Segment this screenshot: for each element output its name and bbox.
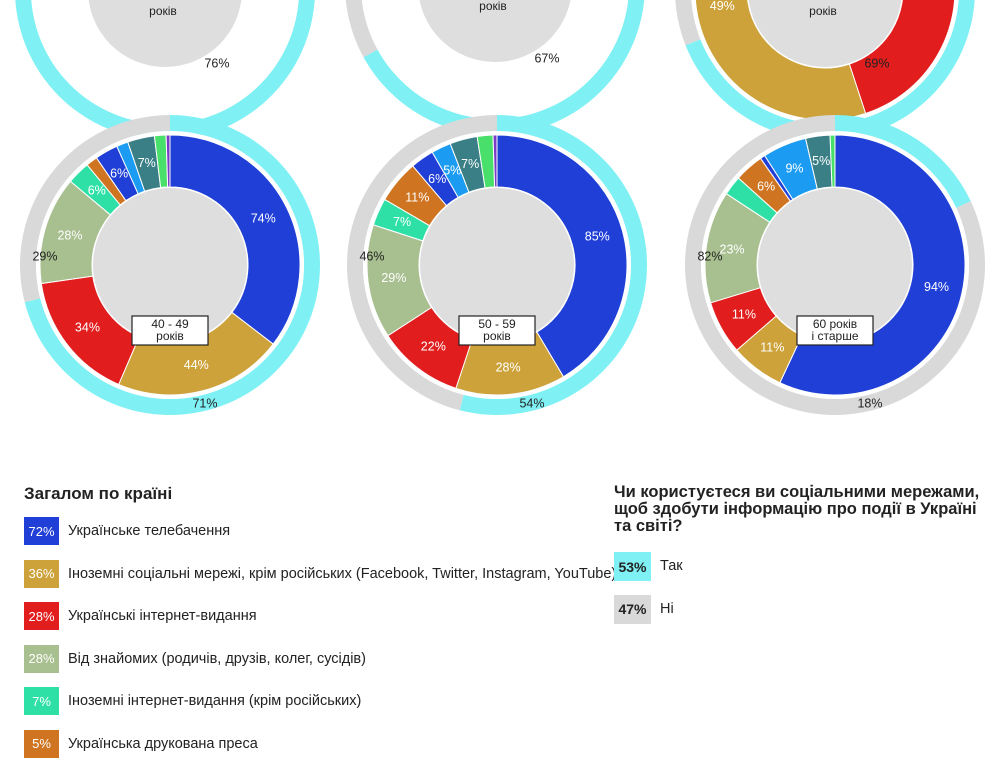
answer-yes-pct: 53% [614,552,651,581]
legend-swatch-ua-internet: 28% [24,602,59,630]
legend-label-foreign-internet: Іноземні інтернет-видання (крім російськ… [68,687,361,715]
slice-label: 7% [393,215,411,229]
slice-label: 5% [443,163,461,177]
answer-no-pct: 47% [614,595,651,624]
legend-swatch-acquaintances: 28% [24,645,59,673]
slice-label: 22% [421,340,446,354]
donut-1 [345,0,645,135]
slice-label: 44% [184,358,209,372]
slice-label: 5% [812,154,830,168]
outer-yes-label: 18% [857,396,882,410]
slice-label: 7% [461,157,479,171]
age-label-line2: років [479,0,507,13]
age-label-line2: років [809,4,837,18]
slice-label: 23% [720,242,745,256]
slice-label: 74% [251,211,276,225]
slice-label: 51% [152,86,177,100]
outer-yes-label: 76% [204,56,229,70]
slice-label: 38% [482,81,507,95]
answer-yes: 53% Так [614,552,683,595]
slice-label: 6% [757,179,775,193]
legend-item-foreign-internet: 7% Іноземні інтернет-видання (крім росій… [24,687,616,730]
slice-label: 28% [496,361,521,375]
outer-yes-label: 54% [519,396,544,410]
outer-no-label: 46% [359,249,384,263]
slice-label: 9% [785,162,803,176]
slice-label: 34% [75,321,100,335]
legend-swatch-foreign-social: 36% [24,560,59,588]
legend-item-ua-internet: 28% Українські інтернет-видання [24,602,616,645]
answer-no: 47% Ні [614,595,683,638]
outer-no-label: 29% [32,249,57,263]
legend-label-foreign-social: Іноземні соціальні мережі, крім російськ… [68,560,616,588]
slice-label: 29% [381,271,406,285]
slice-label: 11% [732,308,756,322]
age-label-line2: років [483,329,511,343]
age-label-line2: років [149,4,177,18]
donut-3 [20,115,320,415]
legend-item-foreign-social: 36% Іноземні соціальні мережі, крім росі… [24,560,616,603]
legend-swatch-print: 5% [24,730,59,758]
legend-label-acquaintances: Від знайомих (родичів, друзів, колег, су… [68,645,366,673]
age-donut-charts: 51%76%років38%67%років40%49%69%років74%4… [0,0,1000,440]
slice-label: 28% [57,229,82,243]
legend: 72% Українське телебачення 36% Іноземні … [24,517,616,772]
slice-label: 85% [585,230,610,244]
slice-label: 7% [138,156,156,170]
outer-no-label: 82% [697,249,722,263]
outer-yes-label: 71% [192,396,217,410]
legend-item-ua-tv: 72% Українське телебачення [24,517,616,560]
legend-swatch-ua-tv: 72% [24,517,59,545]
legend-title: Загалом по країні [24,484,172,504]
legend-item-print: 5% Українська друкована преса [24,730,616,772]
slice-label: 49% [710,0,735,13]
slice-label: 11% [760,340,784,354]
legend-label-print: Українська друкована преса [68,730,258,758]
legend-label-ua-tv: Українське телебачення [68,517,230,545]
legend-swatch-foreign-internet: 7% [24,687,59,715]
answer-no-label: Ні [660,595,674,624]
outer-yes-label: 69% [864,56,889,70]
social-question-title: Чи користуєтеся ви соціальними мережами,… [614,484,994,535]
legend-item-acquaintances: 28% Від знайомих (родичів, друзів, колег… [24,645,616,688]
outer-yes-label: 67% [534,51,559,65]
answer-yes-label: Так [660,552,683,581]
legend-label-ua-internet: Українські інтернет-видання [68,602,257,630]
social-answers: 53% Так 47% Ні [614,552,683,637]
slice-label: 6% [88,183,106,197]
age-label-line2: і старше [811,329,858,343]
slice-label: 11% [405,191,429,205]
slice-label: 94% [924,280,949,294]
slice-label: 6% [110,167,128,181]
age-label-line2: років [156,329,184,343]
donut-5 [685,115,985,415]
